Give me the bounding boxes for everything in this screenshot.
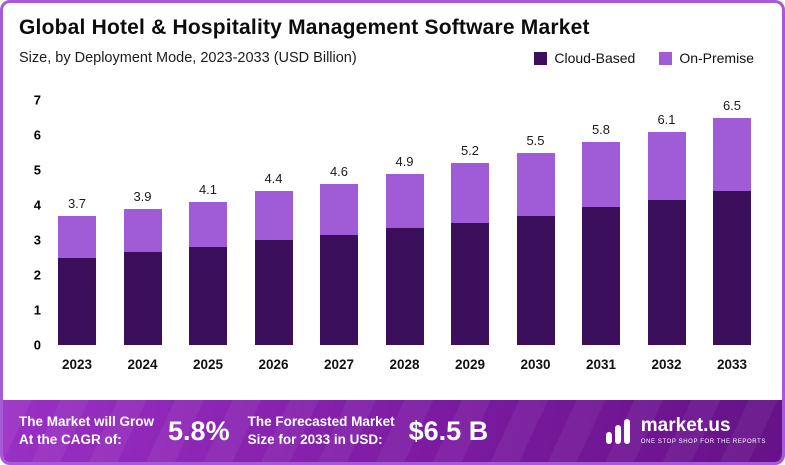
brand-name: market.us bbox=[640, 415, 731, 437]
bar-total-label: 5.8 bbox=[591, 122, 611, 137]
bar-group: 5.2 bbox=[444, 143, 496, 345]
bar-segment-on-premise bbox=[451, 163, 489, 223]
bar-group: 4.4 bbox=[248, 171, 300, 345]
legend-item-on-premise: On-Premise bbox=[659, 50, 754, 66]
bar-group: 4.9 bbox=[379, 153, 431, 345]
bar-segment-cloud-based bbox=[123, 252, 162, 345]
bar-total-label: 4.4 bbox=[264, 171, 283, 186]
legend-label-cloud-based: Cloud-Based bbox=[554, 50, 636, 66]
bar-segment-on-premise bbox=[713, 117, 751, 191]
y-axis: 0 1 2 3 4 5 6 7 bbox=[17, 82, 51, 353]
bar-total-label: 5.2 bbox=[460, 143, 480, 158]
x-tick-label: 2025 bbox=[192, 357, 224, 372]
y-tick-label: 6 bbox=[33, 127, 41, 143]
bar-segment-cloud-based bbox=[713, 191, 751, 345]
x-tick-label: 2029 bbox=[454, 357, 486, 372]
bar-total-label: 5.5 bbox=[526, 132, 545, 148]
bar-segment-cloud-based bbox=[647, 199, 686, 345]
bar-segment-cloud-based bbox=[516, 215, 555, 345]
x-tick-label: 2032 bbox=[651, 357, 682, 372]
bar-total-label: 6.1 bbox=[657, 111, 676, 127]
bar-segment-on-premise bbox=[385, 173, 424, 228]
bar-total-label: 4.1 bbox=[198, 181, 218, 197]
plot-area: 3.7 3.9 4.1 4.4 4.6 4.9 5.2 5.5 5.8 6.1 6.5 bbox=[51, 82, 758, 345]
forecast-label-line2: Size for 2033 in USD: bbox=[247, 432, 383, 447]
forecast-value: $6.5 B bbox=[408, 415, 489, 446]
bar-segment-cloud-based bbox=[58, 257, 96, 345]
cagr-label: The Market will Grow At the CAGR of: bbox=[19, 413, 154, 448]
x-tick-label: 2027 bbox=[323, 357, 355, 372]
y-tick-label: 4 bbox=[33, 197, 41, 213]
chart-subtitle: Size, by Deployment Mode, 2023-2033 (USD… bbox=[19, 50, 357, 66]
legend-swatch-cloud-based-icon bbox=[534, 51, 548, 65]
bar-total-label: 6.5 bbox=[722, 97, 742, 113]
bar-group: 3.9 bbox=[117, 188, 169, 345]
bar-segment-cloud-based bbox=[189, 247, 227, 345]
bar-group: 4.1 bbox=[182, 181, 234, 345]
brand-logo: market.us ONE STOP SHOP FOR THE REPORTS bbox=[603, 415, 766, 446]
plot-wrap: 3.7 3.9 4.1 4.4 4.6 4.9 5.2 5.5 5.8 6.1 6.5 2023 20… bbox=[51, 82, 758, 400]
y-tick-label: 2 bbox=[33, 267, 41, 283]
stacked-bar-chart: 0 1 2 3 4 5 6 7 3.7 3.9 4.1 4.4 4.6 4.9 5.2 5.5 5.8 6.1 6… bbox=[3, 66, 782, 400]
legend-item-cloud-based: Cloud-Based bbox=[534, 50, 635, 66]
cagr-label-line2: At the CAGR of: bbox=[19, 432, 122, 447]
bar-total-label: 3.7 bbox=[67, 195, 87, 211]
brand-text: market.us ONE STOP SHOP FOR THE REPORTS bbox=[640, 415, 766, 446]
bar-segment-on-premise bbox=[647, 131, 686, 200]
bar-group: 4.6 bbox=[313, 164, 365, 345]
bar-group: 6.1 bbox=[641, 111, 693, 345]
bar-group: 6.5 bbox=[706, 97, 758, 345]
bar-segment-cloud-based bbox=[582, 206, 620, 345]
bar-group: 5.5 bbox=[510, 132, 562, 345]
forecast-label-line1: The Forecasted Market bbox=[247, 414, 395, 430]
x-tick-label: 2023 bbox=[61, 357, 93, 372]
header: Global Hotel & Hospitality Management So… bbox=[3, 3, 782, 66]
bar-segment-on-premise bbox=[189, 201, 227, 247]
y-tick-label: 5 bbox=[33, 162, 41, 178]
bar-group: 5.8 bbox=[575, 122, 627, 345]
bar-total-label: 4.9 bbox=[395, 153, 414, 169]
y-tick-label: 1 bbox=[33, 302, 41, 318]
brand-tagline: ONE STOP SHOP FOR THE REPORTS bbox=[640, 439, 766, 446]
bar-segment-on-premise bbox=[58, 215, 96, 258]
legend-label-on-premise: On-Premise bbox=[679, 50, 754, 66]
page-title: Global Hotel & Hospitality Management So… bbox=[19, 16, 590, 39]
cagr-label-line1: The Market will Grow bbox=[19, 414, 155, 430]
bar-group: 3.7 bbox=[51, 195, 103, 345]
bar-segment-cloud-based bbox=[451, 222, 489, 345]
bar-segment-on-premise bbox=[320, 184, 358, 235]
y-tick-label: 0 bbox=[33, 337, 41, 353]
y-tick-label: 3 bbox=[33, 232, 41, 248]
bar-segment-cloud-based bbox=[254, 240, 293, 345]
bar-total-label: 4.6 bbox=[329, 164, 349, 179]
subtitle-row: Size, by Deployment Mode, 2023-2033 (USD… bbox=[19, 50, 764, 66]
bar-total-label: 3.9 bbox=[133, 188, 152, 204]
x-tick-label: 2033 bbox=[716, 357, 748, 372]
forecast-label: The Forecasted Market Size for 2033 in U… bbox=[248, 413, 395, 448]
bar-segment-on-premise bbox=[254, 191, 293, 240]
x-axis: 2023 2024 2025 2026 2027 2028 2029 2030 2031 2032… bbox=[51, 357, 758, 372]
legend: Cloud-Based On-Premise bbox=[534, 50, 754, 66]
footer-banner: The Market will Grow At the CAGR of: 5.8… bbox=[3, 400, 782, 462]
x-tick-label: 2030 bbox=[520, 357, 551, 372]
bar-segment-on-premise bbox=[516, 152, 555, 216]
x-tick-label: 2028 bbox=[389, 357, 420, 372]
bar-segment-on-premise bbox=[123, 208, 162, 253]
legend-swatch-on-premise-icon bbox=[659, 51, 673, 65]
bar-segment-cloud-based bbox=[320, 234, 358, 345]
x-tick-label: 2031 bbox=[585, 357, 617, 372]
bar-segment-cloud-based bbox=[385, 227, 424, 345]
x-tick-label: 2024 bbox=[127, 357, 158, 372]
x-tick-label: 2026 bbox=[258, 357, 289, 372]
bar-segment-on-premise bbox=[582, 142, 620, 207]
y-tick-label: 7 bbox=[33, 92, 41, 108]
market-us-logo-icon bbox=[605, 419, 630, 444]
cagr-value: 5.8% bbox=[168, 415, 230, 446]
